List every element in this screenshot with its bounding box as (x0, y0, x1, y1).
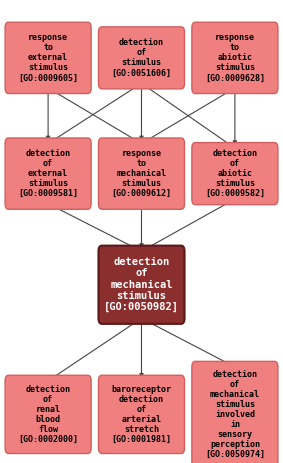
FancyBboxPatch shape (5, 138, 91, 209)
FancyBboxPatch shape (192, 143, 278, 205)
FancyBboxPatch shape (98, 27, 185, 89)
FancyBboxPatch shape (5, 375, 91, 454)
FancyBboxPatch shape (192, 22, 278, 94)
Text: response
to
mechanical
stimulus
[GO:0009612]: response to mechanical stimulus [GO:0009… (112, 149, 171, 198)
Text: response
to
abiotic
stimulus
[GO:0009628]: response to abiotic stimulus [GO:0009628… (205, 33, 265, 82)
Text: detection
of
renal
blood
flow
[GO:0002000]: detection of renal blood flow [GO:000200… (18, 385, 78, 444)
Text: detection
of
abiotic
stimulus
[GO:0009582]: detection of abiotic stimulus [GO:000958… (205, 149, 265, 198)
Text: detection
of
external
stimulus
[GO:0009581]: detection of external stimulus [GO:00095… (18, 149, 78, 198)
FancyBboxPatch shape (98, 245, 185, 324)
Text: response
to
external
stimulus
[GO:0009605]: response to external stimulus [GO:000960… (18, 33, 78, 82)
FancyBboxPatch shape (192, 361, 278, 463)
Text: detection
of
mechanical
stimulus
[GO:0050982]: detection of mechanical stimulus [GO:005… (104, 257, 179, 312)
FancyBboxPatch shape (5, 22, 91, 94)
Text: detection
of
stimulus
[GO:0051606]: detection of stimulus [GO:0051606] (112, 38, 171, 77)
Text: baroreceptor
detection
of
arterial
stretch
[GO:0001981]: baroreceptor detection of arterial stret… (112, 385, 171, 444)
FancyBboxPatch shape (98, 138, 185, 209)
FancyBboxPatch shape (98, 375, 185, 454)
Text: detection
of
mechanical
stimulus
involved
in
sensory
perception
[GO:0050974]: detection of mechanical stimulus involve… (205, 369, 265, 459)
